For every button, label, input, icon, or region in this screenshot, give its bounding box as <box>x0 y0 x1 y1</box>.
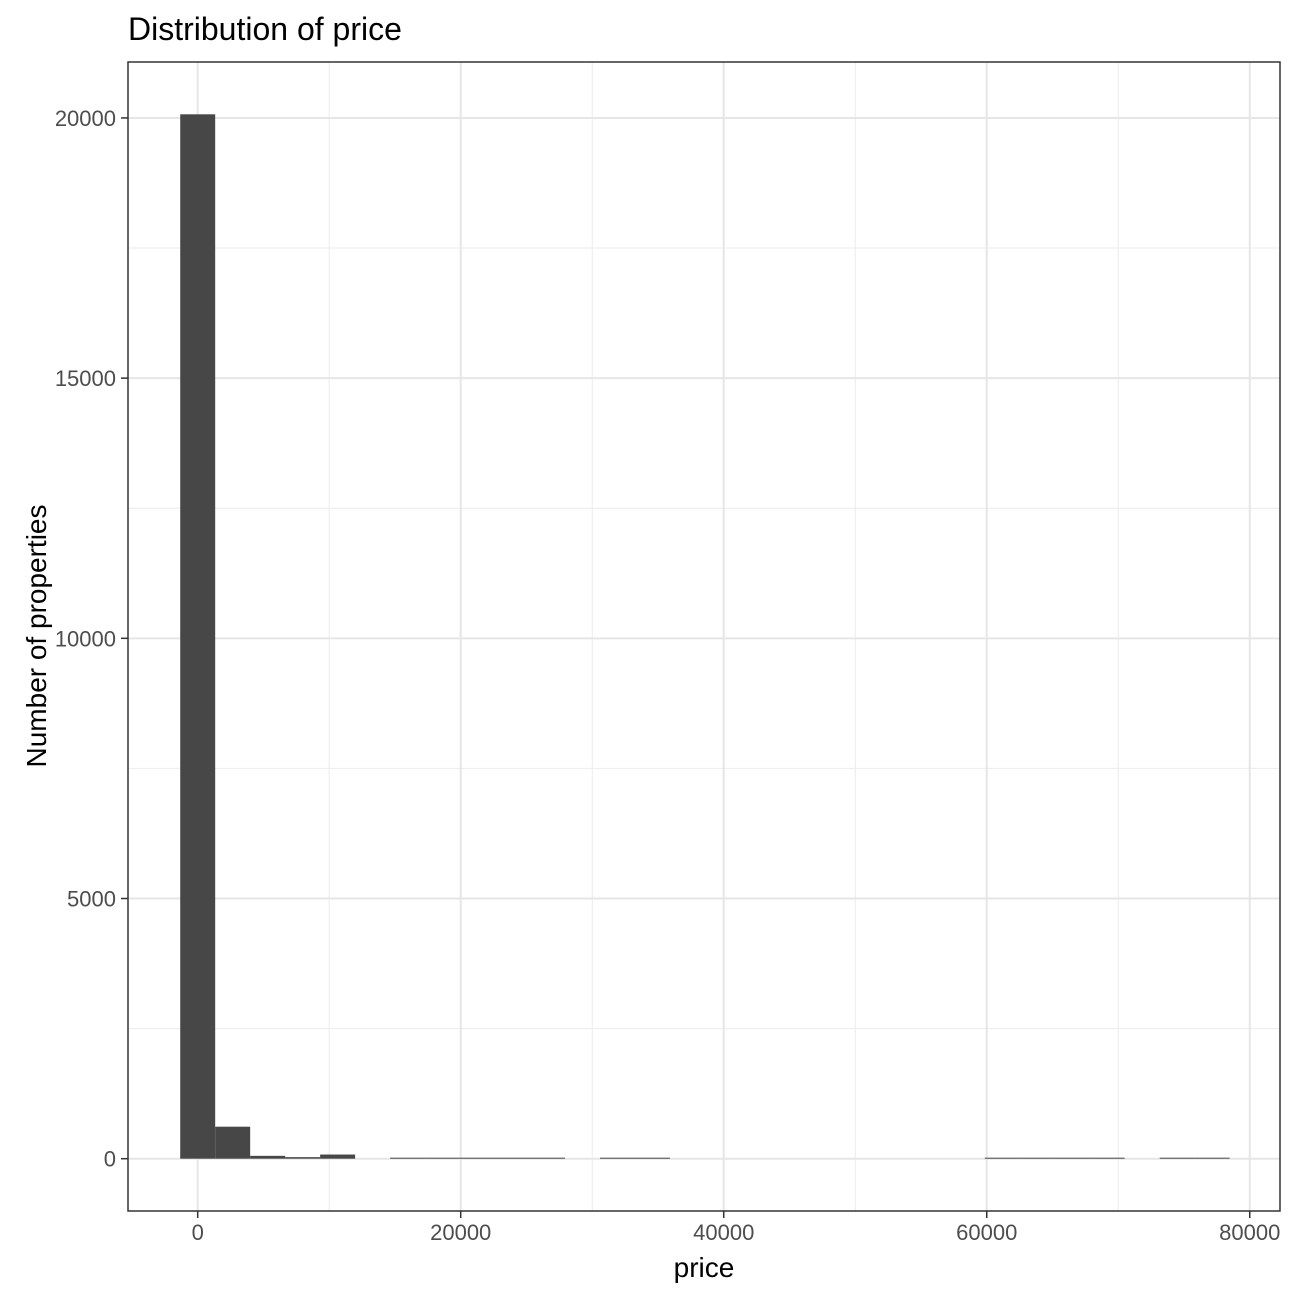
histogram-bar <box>1054 1157 1090 1159</box>
plot-background <box>128 62 1280 1211</box>
y-tick-label: 0 <box>104 1147 116 1172</box>
x-axis-ticks: 0 20000 40000 60000 80000 <box>192 1211 1280 1245</box>
histogram-bar <box>425 1157 461 1159</box>
x-tick-label: 20000 <box>430 1220 491 1245</box>
histogram-bar <box>495 1157 531 1159</box>
minor-gridlines <box>128 62 1280 1211</box>
histogram-bar <box>1089 1157 1125 1159</box>
histogram-bar <box>634 1157 670 1159</box>
x-tick-label: 80000 <box>1219 1220 1280 1245</box>
plot-panel-border <box>127 61 1281 1212</box>
histogram-bar <box>285 1157 321 1159</box>
y-tick-label: 15000 <box>55 366 116 391</box>
histogram-bar <box>984 1157 1020 1159</box>
histogram-bar <box>180 114 216 1159</box>
histogram-bar <box>250 1155 286 1159</box>
x-tick-label: 0 <box>192 1220 204 1245</box>
histogram-bar <box>460 1157 496 1159</box>
histogram-bar <box>530 1157 565 1159</box>
y-axis-ticks: 0 5000 10000 15000 20000 <box>55 106 128 1172</box>
histogram-bar <box>1194 1157 1230 1159</box>
histogram-bar <box>599 1157 635 1159</box>
histogram-bar <box>390 1157 426 1159</box>
histogram-bar <box>215 1126 251 1159</box>
histogram-bars <box>180 114 1230 1159</box>
histogram-bar <box>320 1154 356 1159</box>
x-tick-label: 60000 <box>956 1220 1017 1245</box>
histogram-bar <box>1159 1157 1195 1159</box>
chart-title: Distribution of price <box>128 11 402 47</box>
y-tick-label: 5000 <box>67 887 116 912</box>
x-tick-label: 40000 <box>693 1220 754 1245</box>
histogram-bar <box>1019 1157 1055 1159</box>
y-tick-label: 10000 <box>55 626 116 651</box>
x-axis-title: price <box>674 1252 735 1283</box>
y-axis-title: Number of properties <box>21 504 52 767</box>
y-tick-label: 20000 <box>55 106 116 131</box>
